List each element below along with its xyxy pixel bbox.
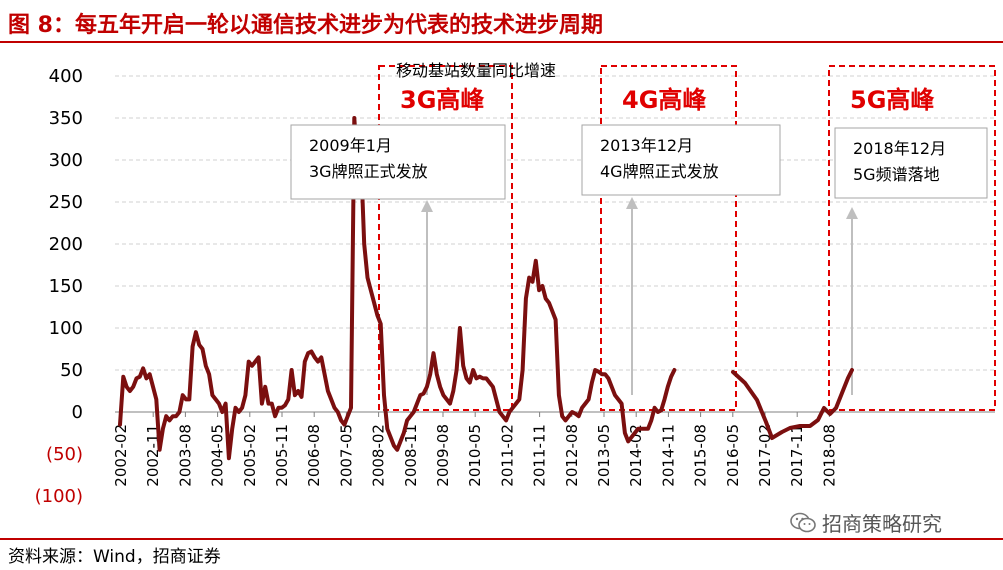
watermark: 招商策略研究: [790, 508, 942, 537]
wechat-icon: [790, 512, 816, 532]
x-tick-label: 2016-05: [724, 424, 742, 487]
x-tick-label: 2011-02: [498, 424, 516, 487]
annotation-box: [290, 124, 506, 200]
annotation-date: 2018年12月: [853, 139, 946, 158]
x-tick-label: 2005-02: [241, 424, 259, 487]
x-tick-label: 2018-08: [820, 424, 838, 487]
annotation-box: [834, 127, 988, 199]
x-tick-label: 2002-02: [112, 424, 130, 487]
x-tick-label: 2015-08: [692, 424, 710, 487]
title-bar: 图 8：每五年开启一轮以通信技术进步为代表的技术进步周期: [0, 0, 1003, 40]
annotation-date: 2009年1月: [309, 136, 392, 155]
annotation-text: 5G频谱落地: [853, 165, 940, 184]
y-tick-label: (100): [35, 486, 83, 507]
x-tick-label: 2006-08: [305, 424, 323, 487]
x-tick-label: 2012-08: [563, 424, 581, 487]
grid-lines: [115, 75, 995, 413]
y-tick-label: 150: [49, 276, 83, 297]
x-tick-label: 2017-11: [788, 424, 806, 487]
peak-label: 3G高峰: [400, 86, 484, 114]
x-tick-label: 2005-11: [273, 424, 291, 487]
source-rule: [0, 538, 1003, 540]
series-line: [118, 116, 677, 461]
annotation-arrow-head: [626, 197, 638, 209]
annotation-arrows: [421, 197, 858, 395]
x-tick-label: 2004-05: [209, 424, 227, 487]
y-tick-label: 200: [49, 234, 83, 255]
x-tick-label: 2003-08: [176, 424, 194, 487]
annotation-text: 3G牌照正式发放: [309, 162, 428, 181]
x-tick-label: 2013-05: [595, 424, 613, 487]
x-tick-label: 2007-05: [337, 424, 355, 487]
line-chart: 400 350 300 250 200 150 100 50 0 (50) (100) 2002-0…: [35, 61, 996, 507]
series-label: 移动基站数量同比增速: [396, 61, 556, 80]
peak-box: [600, 65, 737, 411]
x-axis-ticks: 2002-02 2002-11 2003-08 2004-05 2005-02 2005-…: [112, 412, 838, 487]
annotations: 2009年1月 3G牌照正式发放 2013年12月 4G牌照正式发放 2018年12月 5…: [290, 124, 988, 200]
peak-label: 4G高峰: [622, 86, 706, 114]
source-note: 资料来源：Wind，招商证券: [8, 547, 221, 567]
peak-box: [828, 65, 996, 411]
watermark-text: 招商策略研究: [822, 512, 942, 536]
peak-label: 5G高峰: [850, 86, 934, 114]
annotation-text: 4G牌照正式发放: [600, 162, 719, 181]
figure-title: 图 8：每五年开启一轮以通信技术进步为代表的技术进步周期: [8, 13, 603, 38]
x-tick-label: 2008-11: [402, 424, 420, 487]
x-tick-label: 2009-08: [434, 424, 452, 487]
x-tick-label: 2010-05: [466, 424, 484, 487]
y-tick-label: 250: [49, 192, 83, 213]
annotation-arrow-head: [421, 200, 433, 212]
y-tick-label: 0: [72, 402, 83, 423]
annotation-box: [581, 124, 781, 196]
title-rule: [0, 41, 1003, 43]
x-tick-label: 2014-11: [659, 424, 677, 487]
x-tick-label: 2008-02: [370, 424, 388, 487]
y-tick-label: 400: [49, 66, 83, 87]
x-tick-label: 2017-02: [756, 424, 774, 487]
y-tick-label: 50: [60, 360, 83, 381]
y-tick-label: (50): [46, 444, 83, 465]
peak-boxes: 3G高峰 4G高峰 5G高峰: [378, 65, 996, 411]
x-tick-label: 2011-11: [531, 424, 549, 487]
y-tick-label: 100: [49, 318, 83, 339]
annotation-arrow-head: [846, 207, 858, 219]
y-tick-label: 300: [49, 150, 83, 171]
annotation-date: 2013年12月: [600, 136, 693, 155]
y-tick-label: 350: [49, 108, 83, 129]
y-axis-ticks: 400 350 300 250 200 150 100 50 0 (50) (100): [35, 66, 83, 507]
series-line-tail: [731, 368, 854, 440]
peak-box: [378, 65, 513, 411]
